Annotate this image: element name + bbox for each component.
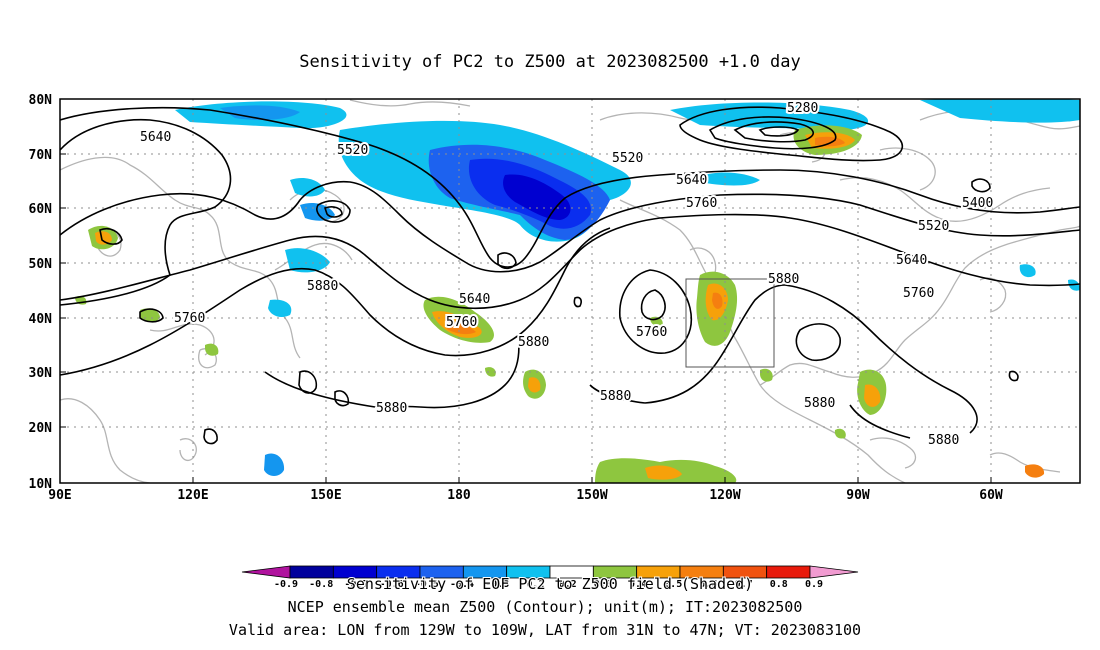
lon-tick-label: 60W — [979, 488, 1003, 503]
map-frame — [59, 98, 1081, 484]
contour-label: 5640 — [459, 292, 490, 307]
lon-tick-label: 90W — [846, 488, 870, 503]
lat-tick-label: 20N — [29, 421, 53, 436]
lat-tick-label: 60N — [29, 202, 53, 217]
contour-label: 5880 — [804, 396, 835, 411]
colorbar-tick-label: 0.4 — [629, 579, 647, 590]
contour-label: 5880 — [768, 272, 799, 287]
contour-label: 5760 — [686, 196, 717, 211]
lat-tick-label: 30N — [29, 366, 53, 381]
contour-label: 5880 — [928, 433, 959, 448]
contour-label: 5880 — [307, 279, 338, 294]
colorbar-labels: -0.9 -0.8 -0.7 -0.6 -0.5 -0.4 -0.3 -0.2 0.2 0.3 0.… — [274, 579, 823, 590]
contour-label: 5640 — [140, 130, 171, 145]
contour-label: 5520 — [612, 151, 643, 166]
lat-axis: 80N 70N 60N 50N 40N 30N 20N 10N — [29, 93, 66, 492]
lat-tick-label: 70N — [29, 148, 53, 163]
lon-tick-label: 150W — [576, 488, 607, 503]
colorbar-caption: Sensitivity of EOF PC2 to Z500 field (Sh… — [347, 575, 753, 593]
lat-tick-label: 50N — [29, 257, 53, 272]
contour-label-layer: 5640 5520 5520 5280 5640 5760 5400 5520 … — [138, 99, 995, 450]
colorbar-tick-label: -0.5 — [415, 579, 439, 590]
colorbar-tick-label: 0.5 — [664, 579, 682, 590]
colorbar-tick-label: -0.4 — [450, 579, 474, 590]
contour-label: 5880 — [518, 335, 549, 350]
lat-tick-label: 10N — [29, 477, 53, 492]
z500-contours — [60, 106, 1080, 445]
contour-label: 5880 — [600, 389, 631, 404]
colorbar-bin — [766, 565, 811, 579]
contour-label: 5520 — [918, 219, 949, 234]
map-panel — [60, 99, 1080, 483]
footer-line-1: NCEP ensemble mean Z500 (Contour); unit(… — [288, 598, 803, 616]
colorbar: -0.9 -0.8 -0.7 -0.6 -0.5 -0.4 -0.3 -0.2 0.2 0.3 0.… — [241, 565, 859, 594]
colorbar-tick-label: -0.2 — [520, 579, 544, 590]
colorbar-tick-label: 0.2 — [559, 579, 577, 590]
colorbar-tick-label: -0.8 — [309, 579, 333, 590]
contour-label: 5760 — [903, 286, 934, 301]
colorbar-tick-label: 0.8 — [770, 579, 788, 590]
colorbar-tick-label: -0.6 — [380, 579, 404, 590]
colorbar-tick-label: 0.6 — [699, 579, 717, 590]
contour-label: 5760 — [446, 315, 477, 330]
contour-label: 5280 — [787, 101, 818, 116]
lat-tick-label: 40N — [29, 312, 53, 327]
colorbar-boxes — [241, 565, 859, 579]
contour-label: 5400 — [962, 196, 993, 211]
figure-title: Sensitivity of PC2 to Z500 at 2023082500… — [299, 52, 801, 72]
lon-tick-label: 90E — [48, 488, 71, 503]
grid — [60, 99, 1080, 483]
colorbar-low-triangle — [241, 565, 291, 579]
colorbar-tick-label: 0.3 — [594, 579, 612, 590]
contour-label: 5880 — [376, 401, 407, 416]
contour-label: 5760 — [636, 325, 667, 340]
contour-label: 5640 — [896, 253, 927, 268]
lon-tick-label: 150E — [310, 488, 341, 503]
lon-tick-label: 120E — [177, 488, 208, 503]
lon-tick-label: 120W — [709, 488, 740, 503]
contour-label: 5520 — [337, 143, 368, 158]
colorbar-tick-label: -0.7 — [344, 579, 368, 590]
colorbar-high-triangle — [809, 565, 859, 579]
lat-tick-label: 80N — [29, 93, 53, 108]
colorbar-tick-label: -0.9 — [274, 579, 298, 590]
valid-area-box — [685, 278, 775, 368]
footer-line-2: Valid area: LON from 129W to 109W, LAT f… — [229, 621, 861, 639]
colorbar-tick-label: 0.7 — [735, 579, 753, 590]
colorbar-tick-label: 0.9 — [805, 579, 823, 590]
lon-tick-label: 180 — [447, 488, 471, 503]
contour-label: 5640 — [676, 173, 707, 188]
lon-axis: 90E 120E 150E 180 150W 120W 90W 60W — [48, 477, 1003, 503]
contour-label: 5760 — [174, 311, 205, 326]
colorbar-bin — [289, 565, 334, 579]
colorbar-tick-label: -0.3 — [485, 579, 509, 590]
